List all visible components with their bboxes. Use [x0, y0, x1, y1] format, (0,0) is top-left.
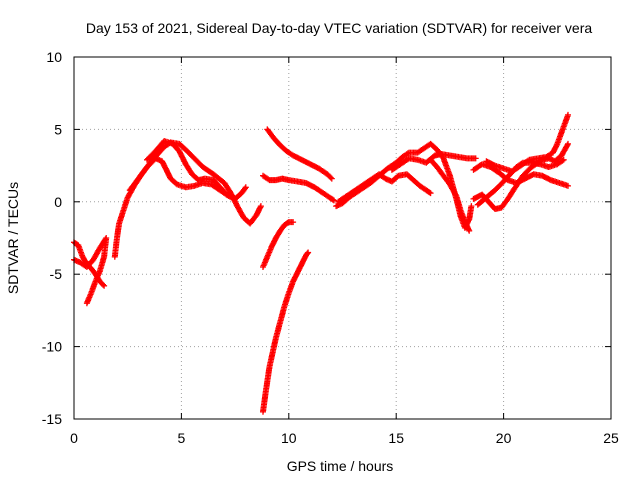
x-tick-label: 5 — [178, 430, 186, 446]
data-point — [565, 182, 571, 189]
x-tick-labels: 0 5 10 15 20 25 — [70, 430, 619, 446]
data-point — [518, 160, 525, 167]
x-tick-label: 10 — [281, 430, 297, 446]
chart-title: Day 153 of 2021, Sidereal Day-to-day VTE… — [86, 20, 592, 36]
data-point — [564, 142, 571, 149]
data-point — [404, 150, 411, 157]
data-point — [222, 190, 229, 197]
data-point — [329, 196, 336, 203]
x-tick-label: 15 — [388, 430, 404, 446]
series-arc-evening-4 — [474, 156, 567, 208]
data-point — [100, 281, 106, 288]
data-point — [565, 111, 571, 118]
data-point — [181, 158, 188, 165]
y-tick-label: -10 — [42, 339, 62, 355]
data-point — [330, 197, 337, 204]
data-points — [71, 111, 571, 415]
data-point — [305, 249, 312, 256]
series-arc-midday-descent — [264, 126, 335, 182]
series-arc-morning-loop — [126, 155, 249, 202]
data-point — [472, 155, 479, 162]
x-tick-label: 20 — [496, 430, 512, 446]
series-arc-noon-drop — [260, 219, 297, 270]
data-point — [101, 282, 108, 289]
y-tick-label: 5 — [54, 121, 62, 137]
series-arc-midday-flat — [260, 172, 337, 204]
x-tick-label: 0 — [70, 430, 78, 446]
data-point — [83, 300, 90, 307]
plot-frame — [73, 56, 612, 420]
series-arc-afternoon-lower — [335, 171, 434, 205]
y-axis-label: SDTVAR / TECUs — [5, 182, 21, 294]
series-arc-afternoon-upper — [388, 151, 479, 173]
data-point — [560, 156, 567, 163]
data-point — [242, 184, 249, 191]
data-point — [242, 185, 248, 192]
x-axis-label: GPS time / hours — [287, 458, 394, 474]
y-tick-labels: -15 -10 -5 0 5 10 — [42, 49, 62, 427]
data-point — [565, 140, 571, 147]
data-point — [466, 227, 473, 234]
series-arc-morning-hump — [144, 138, 230, 198]
data-point — [559, 157, 566, 164]
data-point — [327, 174, 334, 181]
axis-ticks — [73, 56, 612, 420]
data-point — [427, 190, 434, 197]
y-tick-label: 0 — [54, 194, 62, 210]
data-point — [426, 189, 433, 196]
data-point — [468, 203, 475, 210]
series-arc-noon-deep — [260, 249, 312, 415]
series-arc-early-mid — [71, 239, 108, 289]
series-arc-evening-1 — [470, 161, 571, 189]
data-point — [290, 219, 297, 226]
y-tick-label: -15 — [42, 411, 62, 427]
data-point — [223, 191, 230, 198]
data-point — [257, 203, 264, 210]
x-tick-label: 25 — [603, 430, 619, 446]
y-tick-label: -5 — [50, 266, 63, 282]
data-point — [304, 250, 311, 257]
data-point — [452, 191, 459, 198]
y-tick-label: 10 — [46, 49, 62, 65]
data-point — [328, 175, 335, 182]
series-arc-afternoon-fall — [427, 156, 473, 234]
